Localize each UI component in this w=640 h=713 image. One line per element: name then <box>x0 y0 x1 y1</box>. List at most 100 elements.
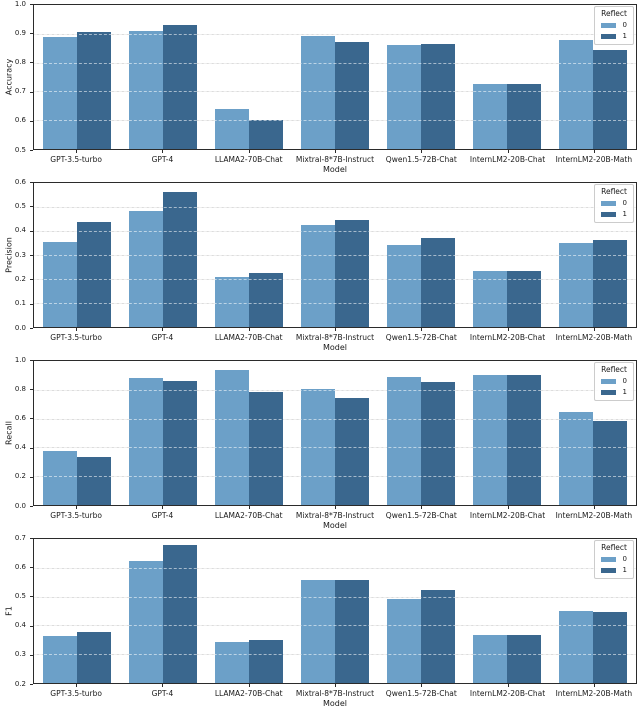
x-tick-label: InternLM2-20B-Math <box>555 689 633 698</box>
x-tick-label: GPT-3.5-turbo <box>50 511 102 520</box>
x-tick-label: GPT-3.5-turbo <box>50 333 102 342</box>
legend-swatch-1-icon <box>601 33 617 39</box>
y-tick-label: 0.6 <box>14 177 26 186</box>
legend-entry-0: 0 <box>601 20 627 30</box>
x-tick-label: GPT-4 <box>151 155 174 164</box>
bar-reflect-1-qwen1-5-72b-chat <box>421 381 456 505</box>
x-tick-label: GPT-3.5-turbo <box>50 155 102 164</box>
x-tick-mark <box>507 506 509 509</box>
y-tick-mark <box>30 567 33 569</box>
legend-entry-1: 1 <box>601 31 627 41</box>
y-tick-mark <box>30 360 33 361</box>
x-tick-mark <box>593 684 595 687</box>
y-tick-mark <box>30 4 33 5</box>
y-tick-mark <box>30 230 33 232</box>
y-tick-mark <box>30 150 33 151</box>
y-tick-label: 0.4 <box>14 443 26 452</box>
bar-reflect-0-llama2-70b-chat <box>214 109 249 149</box>
y-tick-label: 0.5 <box>14 201 26 210</box>
bar-reflect-0-internlm2-20b-chat <box>472 83 507 149</box>
x-tick-label: LLAMA2-70B-Chat <box>214 333 283 342</box>
x-tick-mark <box>507 684 509 687</box>
x-tick-mark <box>248 328 250 331</box>
bar-reflect-0-gpt-3-5-turbo <box>42 636 77 683</box>
x-tick-mark <box>593 150 595 153</box>
legend-entry-1: 1 <box>601 209 627 219</box>
gridline-overlay <box>34 231 636 232</box>
bar-reflect-0-mixtral-8-7b-instruct <box>300 36 335 149</box>
bar-reflect-1-internlm2-20b-math <box>592 611 628 683</box>
bar-reflect-1-gpt-4 <box>163 192 198 327</box>
x-tick-mark <box>593 506 595 509</box>
bar-reflect-1-mixtral-8-7b-instruct <box>335 41 370 149</box>
legend-swatch-0-icon <box>601 378 617 384</box>
legend-swatch-0-icon <box>601 556 617 562</box>
legend-title: Reflect <box>601 187 627 196</box>
y-tick-mark <box>30 476 33 478</box>
bar-reflect-0-qwen1-5-72b-chat <box>386 44 421 149</box>
legend-entry-label: 1 <box>622 210 627 218</box>
legend-entry-1: 1 <box>601 387 627 397</box>
bar-reflect-1-qwen1-5-72b-chat <box>421 590 456 683</box>
y-tick-label: 0.2 <box>14 679 26 688</box>
x-tick-label: LLAMA2-70B-Chat <box>214 689 283 698</box>
y-tick-mark <box>30 328 33 329</box>
legend-swatch-1-icon <box>601 567 617 573</box>
x-tick-mark <box>421 328 423 331</box>
x-tick-mark <box>162 150 164 153</box>
bar-reflect-1-qwen1-5-72b-chat <box>421 237 456 327</box>
legend: Reflect 0 1 <box>594 184 634 223</box>
legend-entry-0: 0 <box>601 554 627 564</box>
legend: Reflect 0 1 <box>594 540 634 579</box>
y-tick-label: 0.0 <box>14 501 26 510</box>
x-tick-label: InternLM2-20B-Chat <box>469 155 546 164</box>
chart-panel-f1: F1 0.2 0.3 0.4 0.5 0.6 0.7 GPT-3.5-turbo GPT-4 LL… <box>0 534 640 713</box>
bar-reflect-1-mixtral-8-7b-instruct <box>335 219 370 327</box>
bar-reflect-0-gpt-4 <box>128 377 163 505</box>
bar-reflect-1-internlm2-20b-chat <box>507 83 542 149</box>
gridline-overlay <box>34 654 636 656</box>
legend-title: Reflect <box>601 9 627 18</box>
y-tick-mark <box>30 684 33 685</box>
x-tick-mark <box>248 684 250 687</box>
gridline-overlay <box>34 255 636 256</box>
x-tick-label: InternLM2-20B-Math <box>555 155 633 164</box>
bar-reflect-1-internlm2-20b-math <box>592 49 628 149</box>
x-tick-label: Mixtral-8*7B-Instruct <box>295 689 375 698</box>
y-tick-label: 0.1 <box>14 299 26 308</box>
y-tick-label: 0.0 <box>14 323 26 332</box>
bar-reflect-0-internlm2-20b-math <box>558 40 593 149</box>
bar-reflect-0-gpt-4 <box>128 560 163 683</box>
plot-area <box>33 538 637 684</box>
bar-reflect-1-internlm2-20b-math <box>592 240 628 327</box>
bar-reflect-1-gpt-4 <box>163 381 198 505</box>
y-tick-label: 0.3 <box>14 250 26 259</box>
x-tick-mark <box>507 150 509 153</box>
gridline-overlay <box>34 389 636 391</box>
x-tick-mark <box>248 506 250 509</box>
y-tick-mark <box>30 303 33 305</box>
x-tick-mark <box>248 150 250 153</box>
x-tick-label: InternLM2-20B-Chat <box>469 511 546 520</box>
legend-entry-0: 0 <box>601 376 627 386</box>
x-tick-label: GPT-4 <box>151 689 174 698</box>
x-tick-label: LLAMA2-70B-Chat <box>214 155 283 164</box>
bar-reflect-0-gpt-4 <box>128 30 163 149</box>
y-tick-label: 0.7 <box>14 533 26 542</box>
x-tick-label: InternLM2-20B-Math <box>555 511 633 520</box>
bar-reflect-0-llama2-70b-chat <box>214 369 249 505</box>
bar-reflect-1-internlm2-20b-math <box>592 420 628 505</box>
x-tick-mark <box>76 328 78 331</box>
y-tick-mark <box>30 33 33 35</box>
legend-swatch-0-icon <box>601 200 617 206</box>
bar-reflect-1-mixtral-8-7b-instruct <box>335 397 370 505</box>
gridline-overlay <box>34 476 636 478</box>
bar-reflect-1-llama2-70b-chat <box>249 639 284 683</box>
x-axis-label: Model <box>322 165 348 174</box>
plot-area <box>33 4 637 150</box>
x-tick-mark <box>76 506 78 509</box>
y-tick-label: 0.4 <box>14 621 26 630</box>
x-tick-label: LLAMA2-70B-Chat <box>214 511 283 520</box>
gridline-overlay <box>34 207 636 208</box>
x-tick-label: Qwen1.5-72B-Chat <box>385 333 457 342</box>
